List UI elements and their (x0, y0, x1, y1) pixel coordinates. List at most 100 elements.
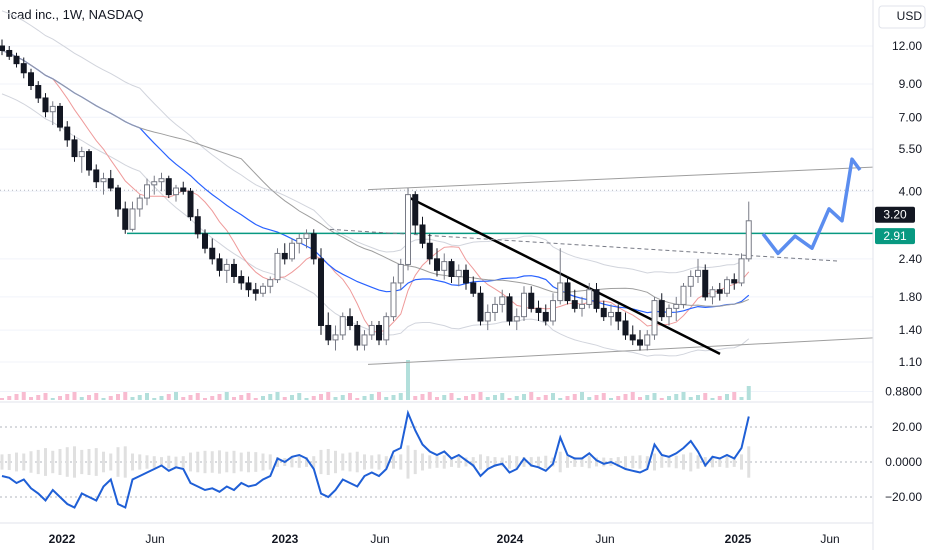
candle (622, 312, 629, 340)
osc-histogram-bar (196, 451, 200, 473)
candle-body (673, 303, 680, 309)
volume-bar (232, 397, 236, 400)
volume-bar (638, 397, 642, 400)
candle (42, 93, 49, 118)
volume-bar (253, 398, 258, 400)
candle (231, 258, 237, 283)
candle (165, 175, 172, 199)
volume-bar (377, 392, 381, 400)
volume-bar (145, 393, 149, 400)
volume-bar (43, 393, 48, 400)
candle (426, 233, 433, 265)
osc-histogram-bar (392, 455, 395, 469)
osc-histogram-bar (160, 457, 163, 467)
candle-body (252, 289, 259, 294)
candle (13, 52, 20, 68)
candle-body (564, 282, 571, 302)
candle (651, 296, 658, 340)
candle (673, 296, 680, 321)
candle (513, 308, 520, 331)
candle-body (390, 282, 397, 318)
volume-bar (181, 397, 186, 400)
volume-bar (116, 394, 120, 400)
candle-body (115, 187, 121, 210)
volume-bar (297, 393, 302, 400)
osc-histogram-bar (508, 455, 511, 469)
candle (100, 172, 107, 195)
candle-body (542, 311, 549, 322)
volume-bar (485, 397, 490, 400)
candle-body (122, 208, 129, 230)
candle-body (361, 334, 368, 346)
candle-body (745, 220, 752, 260)
osc-histogram-bar (348, 452, 352, 472)
osc-histogram-bar (384, 456, 388, 468)
volume-bar (195, 393, 200, 400)
volume-bar (746, 386, 751, 400)
candle (57, 102, 63, 132)
bollinger-bands (1, 10, 750, 357)
candle (151, 175, 158, 195)
support-price-tag-text: 2.91 (883, 229, 907, 243)
candle (136, 194, 143, 217)
volume-bar (652, 393, 657, 400)
candle (716, 282, 723, 301)
osc-histogram-bar (573, 457, 577, 467)
volume-bar (413, 396, 418, 400)
ma-short (1, 50, 750, 334)
candle (644, 330, 651, 351)
candle (390, 276, 397, 321)
volume-bar (616, 396, 621, 400)
x-tick-label: 2025 (725, 532, 752, 546)
osc-histogram-bar (718, 457, 722, 467)
axis-labels: 12.00 9.00 7.00 5.50 4.00 2.40 1.80 1.40 1.10 0.8… (49, 5, 926, 546)
osc-histogram-bar (305, 457, 308, 467)
volume-bars (0, 360, 751, 400)
candle-body (136, 197, 143, 210)
volume-bar (514, 396, 519, 400)
candle (731, 273, 738, 290)
osc-histogram-bar (522, 457, 526, 467)
candle (419, 216, 426, 249)
candle (325, 312, 332, 346)
osc-histogram-bar (428, 455, 432, 469)
osc-histogram-bar (616, 457, 620, 467)
candle-body (593, 289, 600, 309)
band-lower (1, 93, 750, 357)
projection-line (761, 157, 862, 256)
candle-body (231, 263, 237, 277)
osc-histogram-bar (355, 451, 359, 473)
candle (71, 135, 78, 162)
osc-histogram-bar (36, 449, 40, 475)
osc-histogram-bar (268, 454, 272, 470)
y-tick-label: 9.00 (899, 77, 923, 91)
candle (93, 164, 100, 189)
candle (745, 201, 752, 262)
osc-histogram-bar (558, 451, 562, 473)
neckline-dashed (329, 228, 839, 262)
volume-bar (529, 392, 534, 400)
osc-histogram-bar (747, 446, 751, 478)
volume-bar (659, 398, 664, 400)
axes (0, 0, 874, 550)
volume-bar (493, 395, 497, 400)
osc-histogram-bar (109, 453, 113, 471)
candle (115, 184, 121, 217)
candle-body (702, 269, 709, 298)
candle-body (347, 316, 353, 326)
osc-histogram-bar (464, 457, 468, 467)
osc-histogram-bar (595, 457, 598, 467)
candle-body (35, 85, 42, 99)
volume-bar (152, 398, 157, 400)
candle-body (354, 324, 361, 346)
candle (318, 248, 324, 335)
candle-body (615, 311, 622, 322)
candle (245, 276, 252, 297)
osc-histogram-bar (442, 455, 446, 469)
candle (368, 320, 375, 340)
candle-body (296, 237, 303, 244)
candle (702, 264, 709, 301)
osc-histogram-bar (660, 456, 664, 468)
y-tick-label: 1.80 (899, 290, 923, 304)
